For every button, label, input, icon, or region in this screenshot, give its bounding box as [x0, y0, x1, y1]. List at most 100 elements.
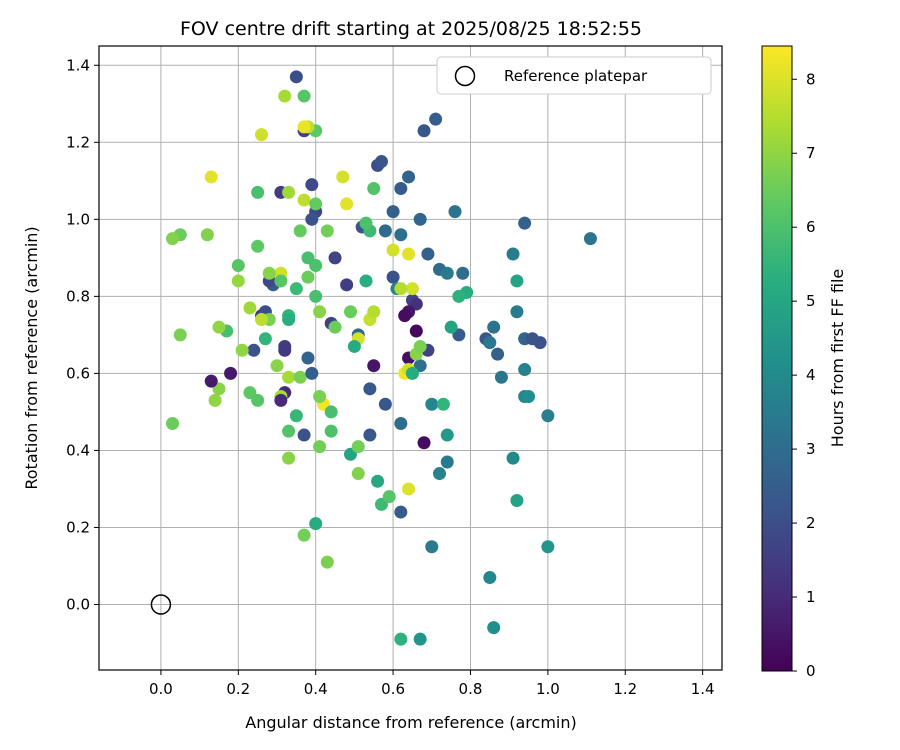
legend-label-reference-platepar: Reference platepar [504, 67, 648, 85]
data-point [378, 397, 392, 411]
data-point [371, 474, 385, 488]
data-point [274, 274, 288, 288]
data-point [367, 305, 381, 319]
legend-reference-marker [454, 65, 476, 87]
colorbar-tick-label: 4 [806, 366, 816, 384]
data-point [394, 282, 408, 296]
data-point [328, 251, 342, 265]
data-point [429, 112, 443, 126]
reference-platepar-marker [150, 594, 172, 615]
legend: Reference platepar [436, 56, 712, 95]
data-point [417, 436, 431, 450]
data-point [440, 428, 454, 442]
data-point [289, 70, 303, 84]
data-point [204, 374, 218, 388]
data-point [235, 343, 249, 357]
colorbar-tick-label: 3 [806, 440, 816, 458]
chart-title: FOV centre drift starting at 2025/08/25 … [180, 18, 642, 40]
y-tick-label: 1.0 [66, 210, 90, 228]
data-point [487, 621, 501, 635]
colorbar-ticks: 0 1 2 3 4 5 6 7 8 [792, 70, 816, 680]
data-point [433, 467, 447, 481]
data-point [510, 494, 524, 508]
data-point [541, 409, 555, 423]
data-point [452, 289, 466, 303]
data-point [402, 247, 416, 261]
data-point [421, 247, 435, 261]
data-point [402, 170, 416, 184]
data-point [297, 528, 311, 542]
colorbar-tick-label: 8 [806, 70, 816, 88]
data-point [305, 212, 319, 226]
data-point [363, 428, 377, 442]
data-point [394, 505, 408, 519]
data-point [518, 363, 532, 377]
x-axis-label: Angular distance from reference (arcmin) [245, 713, 576, 732]
data-point [282, 451, 296, 465]
data-point [541, 540, 555, 554]
x-tick-label: 0.6 [381, 680, 405, 698]
colorbar: 0 1 2 3 4 5 6 7 8 Hours from first FF file [761, 45, 847, 680]
data-point [204, 170, 218, 184]
data-point [494, 370, 508, 384]
data-point [255, 312, 269, 326]
y-tick-label: 0.6 [66, 364, 90, 382]
data-point [324, 424, 338, 438]
data-point [309, 259, 323, 273]
y-tick-label: 0.4 [66, 441, 90, 459]
colorbar-tick-label: 1 [806, 588, 816, 606]
data-point [282, 424, 296, 438]
colorbar-tick-label: 5 [806, 292, 816, 310]
data-point [394, 416, 408, 430]
x-tick-label: 1.2 [613, 680, 637, 698]
data-point [305, 366, 319, 380]
data-point [231, 274, 245, 288]
data-point [278, 343, 292, 357]
data-point [425, 540, 439, 554]
y-axis-ticks: 0.0 0.2 0.4 0.6 0.8 1.0 1.2 1.4 [66, 56, 99, 614]
data-point [386, 270, 400, 284]
data-point [212, 320, 226, 334]
data-point [251, 239, 265, 253]
data-point [510, 305, 524, 319]
data-point [328, 320, 342, 334]
y-tick-label: 1.2 [66, 133, 90, 151]
data-point [208, 393, 222, 407]
data-point [293, 370, 307, 384]
data-point [262, 266, 276, 280]
data-point [231, 259, 245, 273]
data-point [243, 301, 257, 315]
data-point [247, 343, 261, 357]
data-point [258, 332, 272, 346]
data-points [166, 70, 597, 646]
colorbar-tick-label: 0 [806, 662, 816, 680]
data-point [510, 274, 524, 288]
data-point [320, 555, 334, 569]
data-point [293, 224, 307, 238]
data-point [305, 178, 319, 192]
data-point [255, 128, 269, 142]
data-point [313, 440, 327, 454]
x-tick-label: 0.0 [149, 680, 173, 698]
data-point [309, 517, 323, 531]
data-point [378, 224, 392, 238]
data-point [251, 393, 265, 407]
data-point [278, 89, 292, 103]
data-point [297, 193, 311, 207]
data-point [251, 185, 265, 199]
x-tick-label: 0.4 [304, 680, 328, 698]
colorbar-tick-label: 7 [806, 144, 816, 162]
data-point [313, 390, 327, 404]
data-point [367, 182, 381, 196]
data-point [340, 278, 354, 292]
x-tick-label: 1.0 [536, 680, 560, 698]
legend-box [436, 56, 712, 95]
data-point [289, 409, 303, 423]
data-point [359, 216, 373, 230]
colorbar-tick-label: 6 [806, 218, 816, 236]
data-point [483, 336, 497, 350]
x-tick-label: 1.4 [691, 680, 715, 698]
data-point [405, 282, 419, 296]
data-point [444, 320, 458, 334]
